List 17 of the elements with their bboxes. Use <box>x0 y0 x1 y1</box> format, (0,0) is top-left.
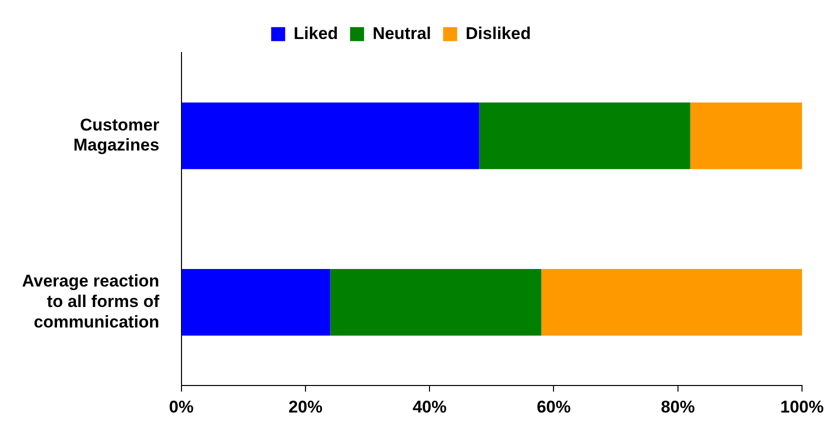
x-tick-label: 20% <box>288 397 322 416</box>
y-tick-label: Average reaction to all forms of communication <box>22 272 160 332</box>
x-tick-label: 60% <box>536 397 571 416</box>
x-tick-label: 80% <box>660 397 695 416</box>
x-tick-label: 0% <box>169 397 194 416</box>
x-tick-label: 40% <box>412 397 447 416</box>
bar <box>182 102 480 170</box>
y-tick-label: Customer Magazines <box>73 115 160 155</box>
bar <box>541 269 802 336</box>
legend-label: Neutral <box>372 24 432 43</box>
x-tick-label: 100% <box>780 397 824 416</box>
bar <box>479 102 690 170</box>
legend-label: Disliked <box>466 24 531 43</box>
bar <box>330 269 542 336</box>
legend-label: Liked <box>294 24 338 43</box>
bar <box>690 102 802 170</box>
bar <box>182 269 330 336</box>
